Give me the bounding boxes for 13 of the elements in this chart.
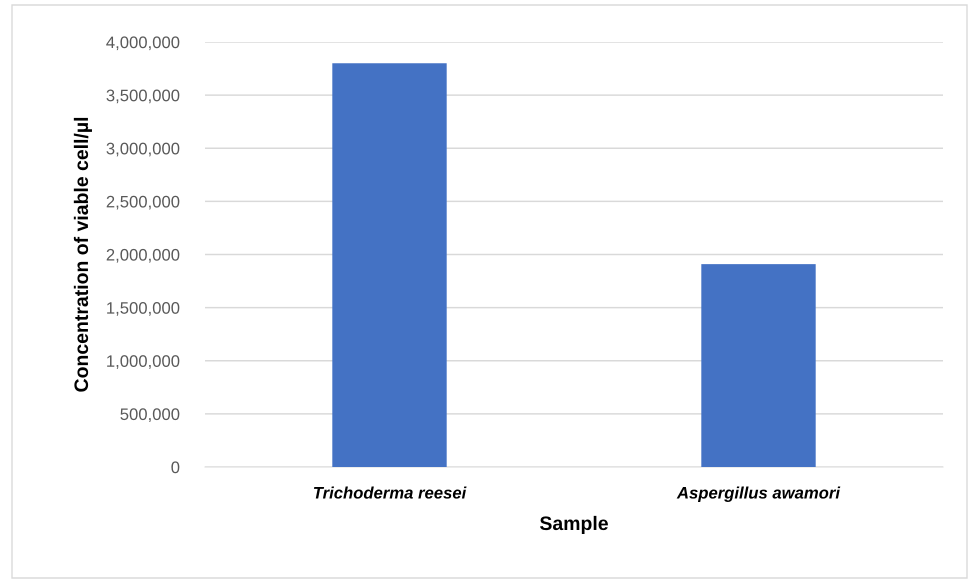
y-tick-label: 4,000,000 <box>106 36 180 50</box>
y-tick-label: 0 <box>171 461 180 474</box>
y-axis-title: Concentration of viable cell/µl <box>74 118 92 392</box>
y-tick-label: 500,000 <box>120 408 180 422</box>
y-tick-label: 1,500,000 <box>107 302 180 316</box>
x-axis-title: Sample <box>540 516 608 534</box>
y-tick-label: 3,000,000 <box>106 142 180 156</box>
x-tick-label: Trichoderma reesei <box>314 486 467 499</box>
y-tick-label: 3,500,000 <box>106 90 180 104</box>
y-tick-label: 2,000,000 <box>106 248 180 263</box>
x-tick-label: Aspergillus awamori <box>676 486 840 502</box>
y-tick-label: 1,000,000 <box>107 355 180 369</box>
y-tick-label: 2,500,000 <box>106 196 180 210</box>
